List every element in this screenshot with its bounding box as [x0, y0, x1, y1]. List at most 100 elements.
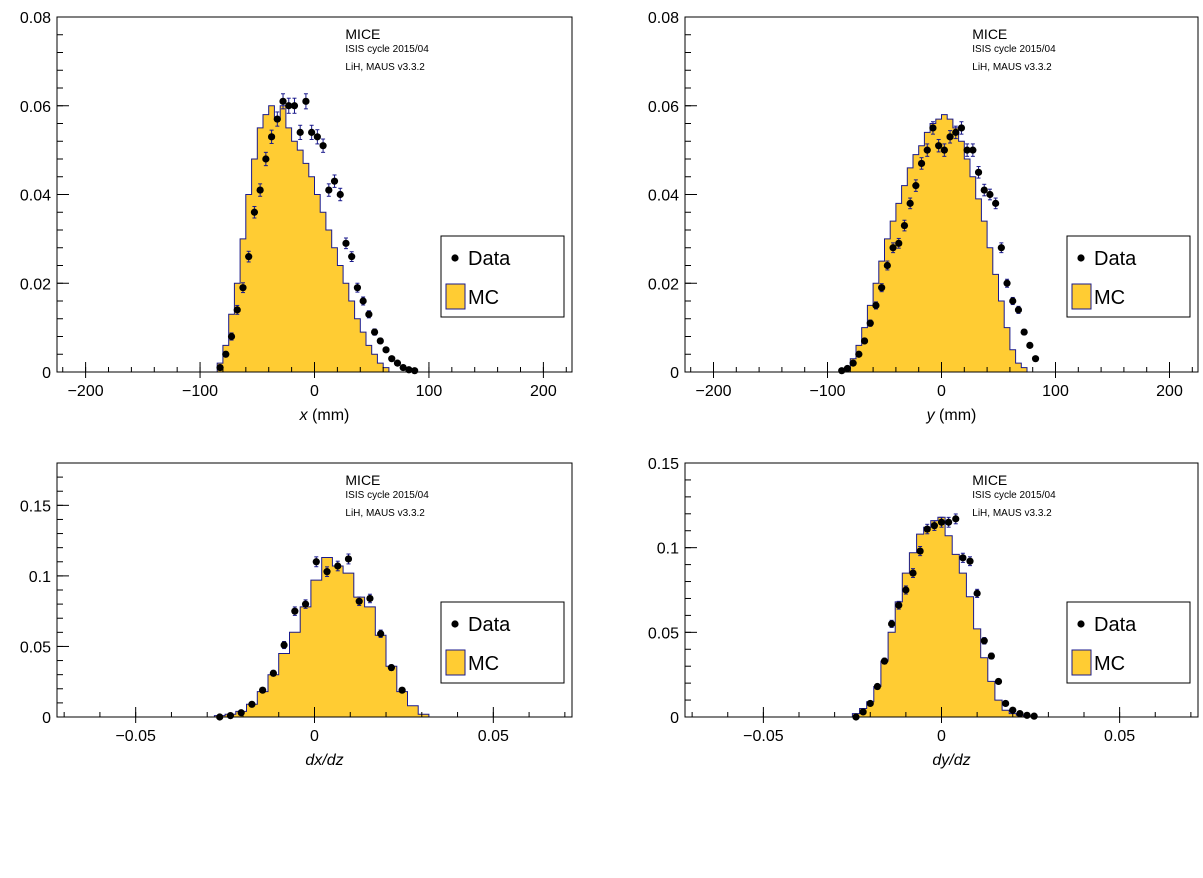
- data-point: [308, 128, 316, 136]
- x-tick-label: −100: [809, 383, 845, 400]
- data-point: [895, 601, 903, 609]
- data-point: [906, 199, 914, 207]
- data-point: [330, 177, 339, 185]
- annotation-line1: ISIS cycle 2015/04: [972, 490, 1056, 501]
- y-tick-label: 0.02: [648, 276, 679, 293]
- data-point: [1016, 710, 1024, 718]
- data-point: [1009, 706, 1017, 714]
- legend-data-marker: [1077, 620, 1085, 628]
- data-point: [917, 159, 926, 168]
- legend: Data MC: [440, 235, 565, 318]
- data-point: [895, 239, 903, 247]
- data-point: [987, 652, 995, 660]
- data-point: [902, 586, 910, 594]
- x-axis-variable: x: [299, 407, 309, 424]
- data-point: [940, 146, 948, 154]
- x-axis-label: dy/dz: [932, 752, 970, 769]
- legend-data-marker: [1077, 254, 1085, 262]
- data-point: [382, 346, 390, 354]
- data-point: [909, 569, 917, 577]
- data-point: [387, 664, 395, 672]
- x-tick-label: 100: [1042, 383, 1069, 400]
- data-point: [1020, 328, 1028, 336]
- x-axis-variable: dx/dz: [305, 752, 343, 769]
- data-point: [319, 142, 327, 150]
- data-point: [325, 186, 333, 194]
- x-tick-label: −0.05: [115, 728, 156, 745]
- x-tick-label: 0: [310, 383, 319, 400]
- data-point: [393, 359, 402, 367]
- data-point: [859, 708, 867, 716]
- y-tick-label: 0.04: [20, 188, 51, 205]
- data-point: [1030, 712, 1038, 720]
- data-point: [399, 363, 407, 372]
- x-tick-label: 200: [530, 383, 557, 400]
- annotation-title: MICE: [972, 26, 1007, 42]
- data-point: [348, 253, 356, 261]
- data-point: [866, 699, 874, 708]
- data-point: [411, 367, 419, 375]
- annotation-line1: ISIS cycle 2015/04: [345, 490, 429, 501]
- data-point: [233, 306, 241, 314]
- data-point: [312, 558, 320, 566]
- data-point: [937, 518, 946, 526]
- data-point: [336, 190, 344, 199]
- data-points: [852, 513, 1038, 721]
- mc-histogram: [211, 105, 395, 373]
- data-point: [323, 568, 331, 576]
- annotation-line1: ISIS cycle 2015/04: [972, 44, 1056, 55]
- data-point: [957, 124, 966, 132]
- y-tick-label: 0.1: [657, 541, 679, 558]
- data-point: [227, 332, 236, 341]
- x-axis-variable: dy/dz: [932, 752, 970, 769]
- legend-data-marker: [451, 254, 459, 262]
- annotation-title: MICE: [345, 472, 380, 488]
- data-point: [923, 525, 931, 533]
- data-point: [269, 669, 277, 677]
- x-tick-label: 100: [416, 383, 443, 400]
- legend-data-label: Data: [1094, 248, 1137, 270]
- data-point: [855, 350, 863, 358]
- data-point: [930, 522, 938, 530]
- data-point: [239, 284, 247, 292]
- x-axis-label: dx/dz: [305, 752, 343, 769]
- data-point: [860, 337, 869, 345]
- data-point: [376, 337, 384, 345]
- data-point: [873, 682, 881, 691]
- annotation-title: MICE: [345, 26, 380, 42]
- data-point: [353, 284, 362, 292]
- data-point: [342, 239, 350, 247]
- data-point: [889, 244, 897, 252]
- annotation-title: MICE: [972, 472, 1007, 488]
- annotation-line2: LiH, MAUS v3.3.2: [345, 62, 425, 73]
- panel-2: −200 −100 0 100 200 0 0.02 0.04 0.06 0.08 y (mm) MI…: [648, 10, 1199, 424]
- y-tick-label: 0: [670, 365, 679, 382]
- panel-3: −0.05 0 0.05 0 0.05 0.1 0.15 dx/dz MICE ISIS cycl…: [20, 462, 573, 769]
- y-tick-label: 0.02: [20, 276, 51, 293]
- data-point: [986, 190, 994, 199]
- x-axis-variable: y: [926, 407, 936, 424]
- data-point: [880, 657, 889, 665]
- data-point: [344, 555, 353, 563]
- y-tick-label: 0: [42, 710, 51, 727]
- data-point: [866, 319, 874, 327]
- data-point: [872, 301, 880, 310]
- data-point: [849, 359, 857, 367]
- legend-data-label: Data: [468, 614, 511, 636]
- legend-data-marker: [451, 620, 459, 628]
- data-point: [1031, 355, 1040, 363]
- data-point: [883, 261, 891, 270]
- y-tick-label: 0.05: [20, 639, 51, 656]
- x-tick-label: 0: [937, 728, 946, 745]
- data-point: [900, 221, 909, 230]
- data-point: [262, 155, 270, 163]
- y-tick-label: 0.15: [20, 498, 51, 515]
- legend-mc-swatch: [445, 649, 466, 676]
- data-point: [267, 133, 276, 141]
- data-point: [1023, 711, 1031, 719]
- data-point: [1014, 306, 1023, 314]
- data-point: [912, 182, 920, 190]
- mc-histogram: [838, 114, 1045, 373]
- data-point: [929, 124, 937, 132]
